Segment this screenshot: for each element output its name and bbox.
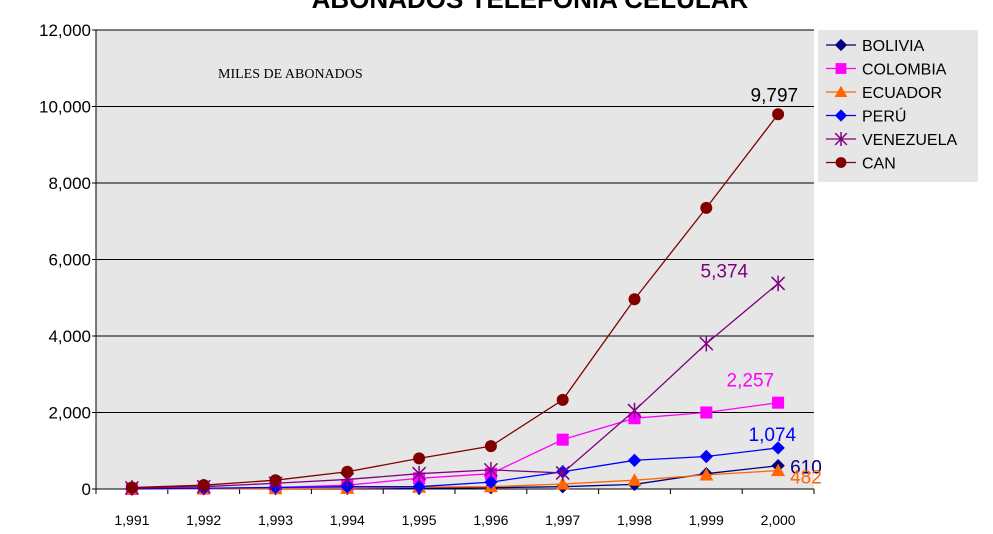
series-line-venezuela: [131, 282, 779, 489]
x-tick-label: 1,994: [330, 512, 365, 528]
series-line-can: [131, 113, 779, 489]
data-point-ecuador: [699, 467, 714, 481]
legend-marker-per: [834, 109, 848, 122]
data-label-can: 9,797: [751, 85, 799, 106]
data-point-can: [197, 479, 210, 492]
data-point-ecuador: [627, 473, 642, 486]
data-point-can: [628, 293, 641, 306]
data-point-per: [699, 449, 714, 464]
data-point-venezuela: [627, 402, 642, 419]
data-label-venezuela: 5,374: [701, 261, 749, 282]
legend-label-venezuela: VENEZUELA: [862, 132, 957, 149]
data-point-can: [413, 452, 426, 465]
data-point-colombia: [556, 433, 569, 446]
y-tick-label: 6,000: [48, 251, 91, 270]
x-tick-label: 1,991: [114, 512, 149, 528]
series-line-ecuador: [131, 469, 779, 490]
y-tick-label: 4,000: [48, 327, 91, 346]
y-tick-label: 8,000: [48, 174, 91, 193]
data-label-per: 1,074: [749, 425, 797, 446]
y-tick-label: 10,000: [39, 98, 91, 117]
data-point-venezuela: [483, 462, 498, 478]
x-tick-label: 1,999: [689, 512, 724, 528]
y-tick-label: 0: [82, 480, 91, 499]
legend-label-per: PERÚ: [862, 107, 906, 126]
data-point-ecuador: [555, 477, 570, 490]
data-point-colombia: [772, 396, 785, 409]
data-point-per: [412, 479, 426, 494]
legend-marker-colombia: [835, 63, 847, 74]
legend-marker-can: [835, 157, 847, 168]
data-label-ecuador: 482: [790, 468, 822, 489]
x-tick-label: 1,992: [186, 512, 221, 528]
chart-annotation: MILES DE ABONADOS: [218, 67, 363, 82]
data-point-venezuela: [555, 465, 570, 481]
gridlines: [96, 29, 814, 413]
data-point-per: [771, 441, 785, 455]
data-point-can: [125, 481, 138, 494]
y-tick-label: 12,000: [39, 21, 91, 40]
legend-label-colombia: COLOMBIA: [862, 62, 947, 79]
legend-label-ecuador: ECUADOR: [862, 85, 942, 102]
data-point-per: [627, 453, 642, 468]
series-line-per: [131, 447, 779, 490]
x-tick-label: 1,996: [473, 512, 508, 528]
x-tick-label: 1,995: [402, 512, 437, 528]
series-group: [124, 108, 786, 496]
data-point-can: [556, 393, 569, 406]
data-labels: 610 2,257 482 1,074 5,374 9,797: [701, 85, 822, 488]
y-tick-label: 2,000: [48, 404, 91, 423]
data-label-bolivia: 610: [790, 458, 822, 479]
axes: 0 2,000 4,000 6,000 8,000 10,000 12,000 1,991 1,…: [39, 21, 815, 528]
data-point-can: [772, 108, 785, 121]
legend-marker-bolivia: [834, 38, 848, 52]
chart-title: ABONADOS TELEFONIA CELULAR: [312, 0, 749, 14]
x-tick-label: 1,997: [545, 512, 580, 528]
data-label-colombia: 2,257: [727, 371, 775, 392]
x-tick-label: 1,998: [617, 512, 652, 528]
data-point-can: [269, 474, 282, 487]
legend-box: [818, 30, 978, 182]
legend-label-can: CAN: [862, 156, 896, 173]
data-point-per: [484, 475, 498, 489]
data-point-can: [700, 201, 713, 214]
data-point-colombia: [700, 406, 713, 419]
data-point-ecuador: [771, 463, 786, 477]
data-point-venezuela: [412, 465, 427, 482]
x-tick-label: 2,000: [761, 512, 796, 528]
data-point-venezuela: [771, 275, 786, 292]
legend: BOLIVIA COLOMBIA ECUADOR PERÚ VENEZUELA CAN: [826, 38, 957, 173]
data-point-can: [341, 465, 354, 478]
x-tick-label: 1,993: [258, 512, 293, 528]
legend-marker-venezuela: [834, 131, 848, 147]
legend-label-bolivia: BOLIVIA: [862, 38, 925, 55]
data-point-can: [484, 440, 497, 453]
data-point-venezuela: [699, 335, 714, 352]
legend-marker-ecuador: [834, 85, 848, 98]
